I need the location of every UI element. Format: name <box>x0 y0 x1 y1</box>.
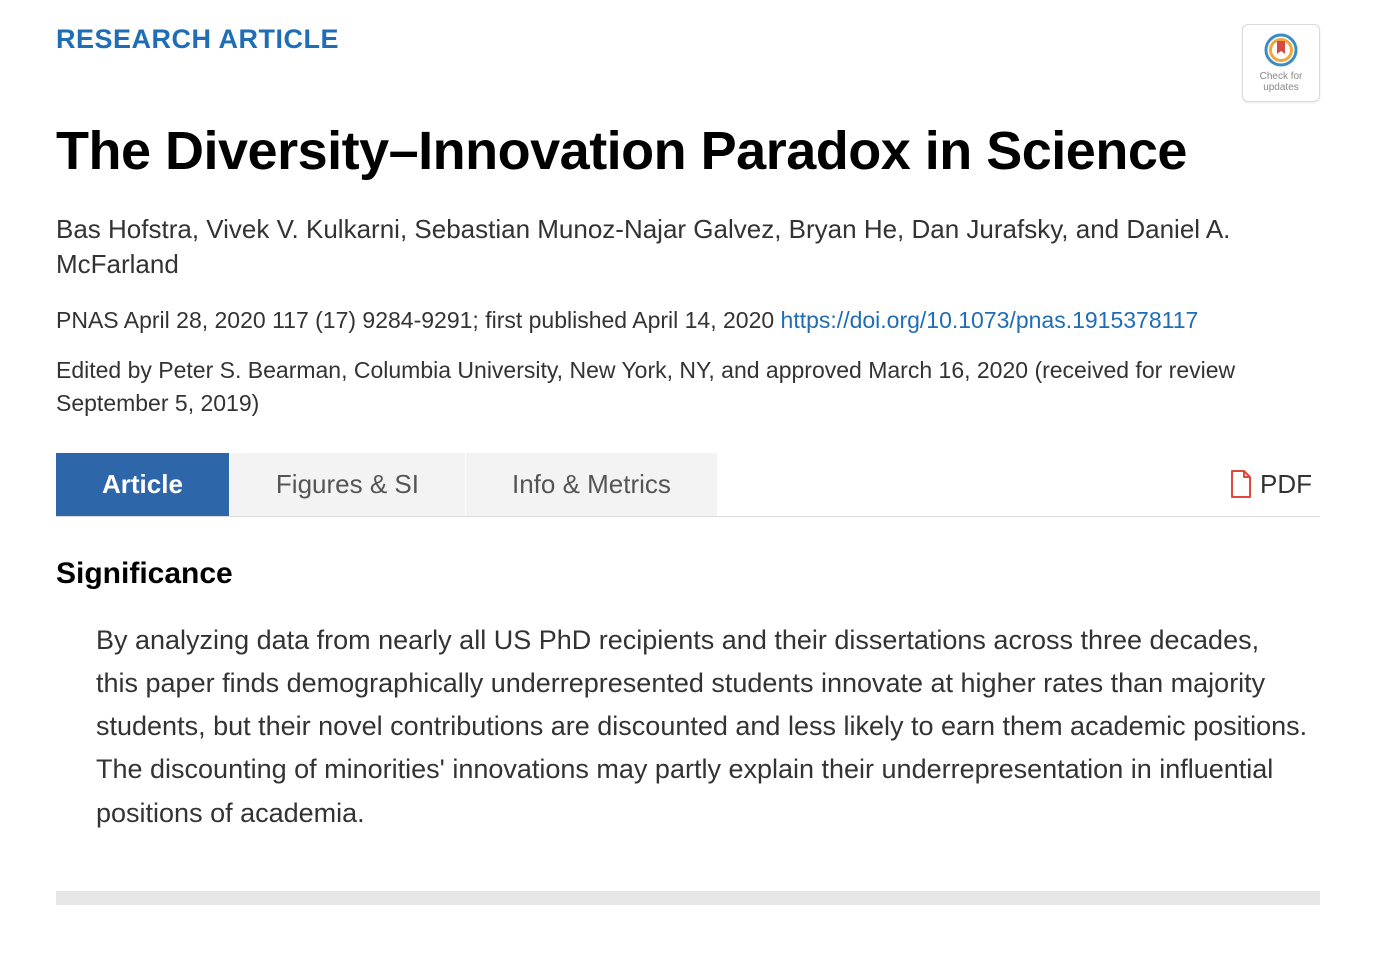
citation-prefix: PNAS April 28, 2020 117 (17) 9284-9291; … <box>56 307 781 333</box>
pdf-file-icon <box>1230 470 1252 498</box>
edited-by: Edited by Peter S. Bearman, Columbia Uni… <box>56 354 1320 418</box>
article-citation: PNAS April 28, 2020 117 (17) 9284-9291; … <box>56 304 1320 336</box>
check-updates-line2: updates <box>1263 82 1299 93</box>
check-for-updates-label: Check for updates <box>1260 71 1303 93</box>
article-title: The Diversity–Innovation Paradox in Scie… <box>56 120 1320 182</box>
article-type-label: RESEARCH ARTICLE <box>56 24 339 55</box>
tabs-spacer <box>718 453 1230 516</box>
pdf-label: PDF <box>1260 469 1312 500</box>
header-row: RESEARCH ARTICLE Check for updates <box>56 24 1320 102</box>
significance-body: By analyzing data from nearly all US PhD… <box>56 619 1320 835</box>
article-page: RESEARCH ARTICLE Check for updates The D… <box>0 0 1376 945</box>
significance-heading: Significance <box>56 557 1320 591</box>
check-updates-line1: Check for <box>1260 71 1303 82</box>
article-tabs: Article Figures & SI Info & Metrics PDF <box>56 453 1320 517</box>
doi-link[interactable]: https://doi.org/10.1073/pnas.1915378117 <box>781 307 1199 333</box>
crossmark-icon <box>1264 33 1298 67</box>
article-authors: Bas Hofstra, Vivek V. Kulkarni, Sebastia… <box>56 212 1320 282</box>
tab-figures-si[interactable]: Figures & SI <box>230 453 466 516</box>
tab-article[interactable]: Article <box>56 453 230 516</box>
pdf-button[interactable]: PDF <box>1230 453 1320 516</box>
tab-info-metrics[interactable]: Info & Metrics <box>466 453 718 516</box>
bottom-scroll-indicator <box>56 891 1320 905</box>
check-for-updates-button[interactable]: Check for updates <box>1242 24 1320 102</box>
